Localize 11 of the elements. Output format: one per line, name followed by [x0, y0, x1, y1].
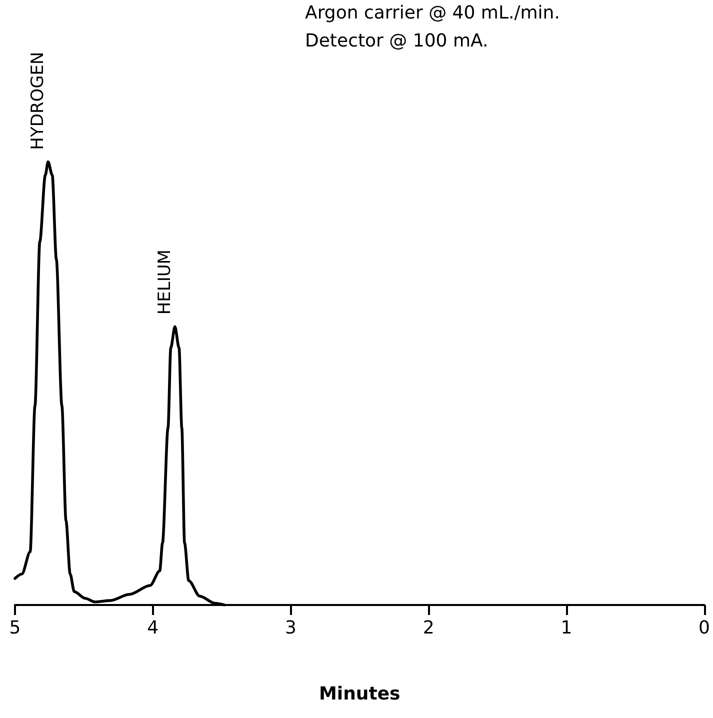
text: Argon carrier @ 40 mL./min.: [305, 2, 560, 24]
x-tick-label: 2: [422, 618, 434, 638]
x-tick-label: 4: [147, 618, 159, 638]
x-tick-label: 0: [698, 618, 710, 638]
annotation: HELIUM: [154, 250, 175, 315]
x-tick-label: 3: [284, 618, 296, 638]
annotation: HYDROGEN: [28, 52, 48, 150]
x-tick-label: 1: [560, 618, 572, 638]
x-axis-title: Minutes: [319, 684, 400, 704]
x-tick-label: 5: [9, 618, 21, 638]
text: Detector @ 100 mA.: [305, 30, 488, 52]
